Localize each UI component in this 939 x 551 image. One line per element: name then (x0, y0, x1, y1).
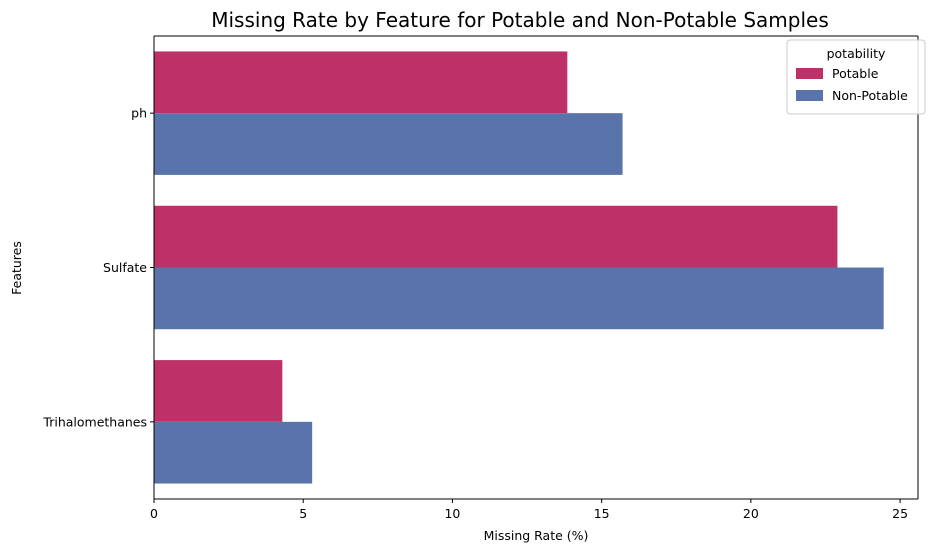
bars-group (154, 51, 884, 484)
plot-area: ph Sulfate Trihalomethanes 0 5 10 15 20 25 (42, 35, 919, 521)
legend-items: Potable Non-Potable (796, 66, 908, 103)
x-tick-label: 20 (743, 506, 759, 521)
bar-sulfate-potable (154, 205, 838, 268)
x-axis-label: Missing Rate (%) (484, 528, 589, 543)
x-tick-label: 25 (892, 506, 908, 521)
x-tick-label: 10 (444, 506, 460, 521)
bar-trihalomethanes-potable (154, 360, 283, 422)
legend-label-potable: Potable (832, 66, 879, 81)
bar-sulfate-non-potable (154, 267, 884, 330)
bar-trihalomethanes-non-potable (154, 421, 313, 484)
legend-swatch-potable (796, 68, 823, 79)
x-tick-label: 0 (150, 506, 158, 521)
legend: potability Potable Non-Potable (786, 39, 926, 115)
bar-ph-non-potable (154, 113, 623, 175)
legend-title: potability (827, 46, 886, 61)
y-tick-label: Sulfate (103, 260, 147, 275)
y-tick-label: ph (131, 106, 147, 121)
bar-ph-potable (154, 51, 568, 114)
legend-label-non-potable: Non-Potable (832, 88, 908, 103)
x-tick-label: 5 (299, 506, 307, 521)
legend-swatch-non-potable (796, 90, 823, 101)
y-axis-label: Features (9, 241, 24, 295)
x-tick-label: 15 (594, 506, 610, 521)
chart-title: Missing Rate by Feature for Potable and … (211, 8, 829, 32)
y-tick-label: Trihalomethanes (42, 414, 147, 429)
x-ticks-group: 0 5 10 15 20 25 (150, 499, 908, 521)
y-ticks-group: ph Sulfate Trihalomethanes (42, 106, 154, 429)
